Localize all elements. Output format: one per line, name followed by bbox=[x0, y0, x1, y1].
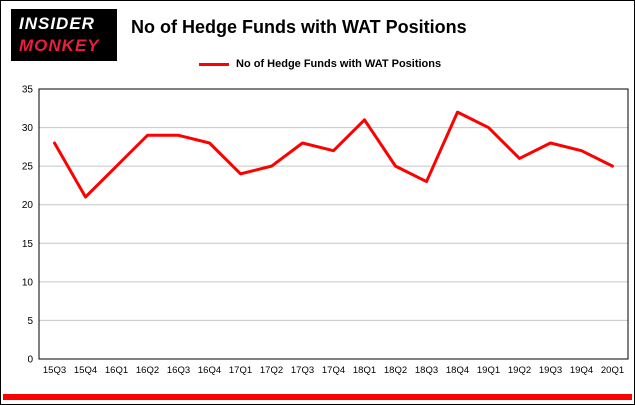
x-tick-label: 17Q2 bbox=[260, 365, 283, 376]
insider-monkey-logo: INSIDER MONKEY bbox=[11, 9, 117, 61]
logo-line2: MONKEY bbox=[19, 36, 100, 55]
x-tick-label: 19Q2 bbox=[508, 365, 531, 376]
x-tick-label: 19Q3 bbox=[539, 365, 562, 376]
x-tick-label: 16Q1 bbox=[105, 365, 128, 376]
x-tick-label: 20Q1 bbox=[601, 365, 624, 376]
x-tick-label: 18Q1 bbox=[353, 365, 376, 376]
legend-line-swatch bbox=[199, 62, 229, 66]
logo-line1: INSIDER bbox=[19, 14, 95, 33]
chart-title: No of Hedge Funds with WAT Positions bbox=[131, 17, 467, 37]
x-tick-label: 18Q4 bbox=[446, 365, 469, 376]
y-tick-label: 30 bbox=[22, 123, 34, 134]
y-tick-label: 20 bbox=[22, 200, 34, 211]
plot-border bbox=[38, 88, 629, 360]
x-tick-label: 16Q2 bbox=[136, 365, 159, 376]
x-tick-label: 15Q3 bbox=[43, 365, 66, 376]
y-tick-label: 25 bbox=[22, 162, 34, 173]
x-tick-label: 19Q4 bbox=[570, 365, 593, 376]
x-tick-label: 19Q1 bbox=[477, 365, 500, 376]
y-tick-label: 0 bbox=[27, 355, 33, 366]
legend-label: No of Hedge Funds with WAT Positions bbox=[236, 58, 442, 70]
y-tick-label: 10 bbox=[22, 277, 34, 288]
x-tick-label: 18Q2 bbox=[384, 365, 407, 376]
x-tick-label: 16Q3 bbox=[167, 365, 190, 376]
legend: No of Hedge Funds with WAT Positions bbox=[199, 58, 441, 70]
y-tick-label: 15 bbox=[22, 239, 34, 250]
y-tick-label: 35 bbox=[22, 85, 34, 96]
x-tick-label: 18Q3 bbox=[415, 365, 438, 376]
data-line-series bbox=[53, 110, 614, 199]
x-tick-label: 17Q4 bbox=[322, 365, 345, 376]
x-tick-label: 17Q3 bbox=[291, 365, 314, 376]
y-tick-label: 5 bbox=[27, 316, 33, 327]
x-tick-label: 15Q4 bbox=[74, 365, 97, 376]
x-tick-label: 16Q4 bbox=[198, 365, 221, 376]
x-tick-label: 17Q1 bbox=[229, 365, 252, 376]
bottom-accent-bar bbox=[3, 394, 632, 400]
